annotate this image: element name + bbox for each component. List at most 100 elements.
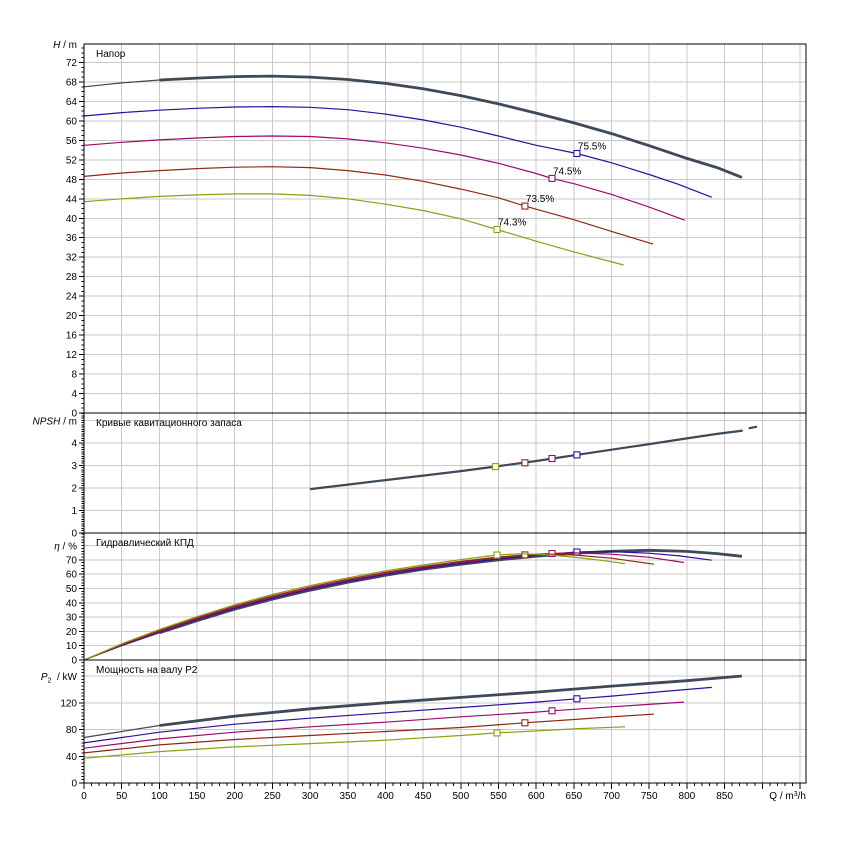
head-curve-trim-4: [83, 193, 624, 266]
x-tick-label: 500: [452, 791, 469, 802]
y-tick-label: 70: [66, 555, 78, 566]
x-axis: 0 50 100 150 200 250 300 350 400 450 500 550 600 650 7…: [81, 783, 806, 802]
x-axis-title: Q / m3/h: [769, 791, 806, 802]
panel-head: 75.5%74.5%73.5%74.3%04812162024283236404…: [53, 40, 807, 420]
axis-name-head: H / m: [53, 40, 77, 51]
y-tick-label: 1: [71, 506, 77, 517]
y-tick-label: 0: [71, 409, 77, 420]
y-tick-label: 28: [66, 272, 78, 283]
power-curve-trim-3: [83, 713, 654, 754]
axis-name-power: P2 / kW: [41, 672, 78, 685]
efficiency-curve-trim-1: [83, 550, 712, 661]
y-tick-label: 0: [71, 529, 77, 540]
y-tick-label: 3: [71, 461, 77, 472]
y-tick-label: 80: [66, 725, 78, 736]
y-tick-label: 20: [66, 627, 78, 638]
npsh-curve-npsh-curve: [309, 429, 743, 491]
x-tick-label: 100: [151, 791, 168, 802]
duty-point-marker-trim-2: [548, 549, 556, 558]
y-tick-label: 32: [66, 253, 78, 264]
y-tick-label: 44: [66, 194, 78, 205]
axis-name-efficiency: η / %: [54, 542, 77, 553]
power-curve-full-impeller-lead: [83, 724, 160, 739]
y-tick-label: 8: [71, 370, 77, 381]
y-tick-label: 20: [66, 311, 78, 322]
x-tick-label: 550: [490, 791, 507, 802]
y-tick-label: 24: [66, 292, 78, 303]
duty-point-marker-trim3: [521, 459, 529, 467]
x-tick-label: 200: [226, 791, 243, 802]
y-tick-label: 52: [66, 155, 78, 166]
duty-point-marker-trim-3: [521, 551, 529, 559]
head-curve-full-impeller-lead: [83, 79, 160, 88]
y-tick-label: 68: [66, 78, 78, 89]
y-tick-label: 4: [71, 389, 77, 400]
power-curve-trim-4: [83, 726, 626, 759]
panel-title-efficiency: Гидравлический КПД: [96, 538, 194, 549]
x-tick-label: 350: [339, 791, 356, 802]
y-tick-label: 50: [66, 584, 78, 595]
x-tick-label: 150: [189, 791, 206, 802]
y-tick-label: 0: [71, 779, 77, 790]
y-tick-label: 60: [66, 570, 78, 581]
panel-title-head: Напор: [96, 49, 126, 60]
x-tick-label: 700: [603, 791, 620, 802]
duty-point-marker-trim-2: [548, 174, 556, 182]
efficiency-label-trim-1: 75.5%: [578, 142, 606, 153]
duty-point-marker-trim-4: [493, 225, 501, 234]
duty-point-marker-trim-1: [573, 548, 581, 556]
power-curve-trim-1: [83, 686, 712, 744]
x-tick-label: 400: [377, 791, 394, 802]
x-tick-label: 450: [415, 791, 432, 802]
y-tick-label: 30: [66, 613, 78, 624]
panel-efficiency: 0 10 20 30 40 50 60 70 η / % Гидравлический КПД: [54, 532, 807, 667]
panel-border: [83, 659, 807, 784]
y-tick-label: 48: [66, 175, 78, 186]
duty-point-marker-trim-4: [493, 729, 501, 737]
y-tick-label: 12: [66, 350, 78, 361]
duty-point-marker-trim-1: [573, 149, 581, 158]
y-tick-label: 60: [66, 116, 78, 127]
x-tick-label: 0: [81, 791, 87, 802]
x-tick-label: 600: [528, 791, 545, 802]
head-curve-trim-2: [83, 135, 685, 221]
x-tick-label: 650: [566, 791, 583, 802]
head-curve-trim-1: [83, 105, 713, 198]
efficiency-label-trim-3: 73.5%: [526, 194, 554, 205]
duty-point-marker-trim-1: [573, 695, 581, 703]
head-curve-full-impeller: [159, 74, 743, 179]
duty-point-marker-trim-3: [521, 719, 529, 727]
duty-point-marker-trim1: [573, 451, 581, 459]
duty-point-marker-trim2: [548, 454, 556, 463]
panel-title-npsh: Кривые кавитационного запаса: [96, 418, 242, 429]
x-tick-label: 250: [264, 791, 281, 802]
y-tick-label: 120: [60, 698, 77, 709]
efficiency-curve-trim-2: [83, 552, 684, 661]
x-tick-label: 50: [116, 791, 128, 802]
panel-power: 0 40 80 120 P2 / kW Мощность на валу P2: [41, 659, 807, 790]
efficiency-label-trim-2: 74.5%: [553, 166, 581, 177]
head-curve-trim-3: [83, 166, 654, 245]
power-curve-trim-2: [83, 701, 684, 749]
duty-point-marker-trim4: [491, 463, 500, 471]
axis-name-npsh: NPSH / m: [33, 416, 77, 427]
panel-npsh: 0 1 2 3 4 NPSH / m Кривые кавитационного запас…: [33, 412, 807, 540]
panel-title-power: Мощность на валу P2: [96, 665, 198, 676]
x-tick-label: 300: [302, 791, 319, 802]
y-tick-label: 16: [66, 331, 78, 342]
y-tick-label: 40: [66, 214, 78, 225]
duty-point-marker-trim-3: [521, 202, 529, 210]
duty-point-marker-trim-4: [493, 551, 501, 559]
efficiency-curve-full-impeller: [158, 548, 743, 635]
x-tick-label: 750: [641, 791, 658, 802]
y-tick-label: 10: [66, 641, 78, 652]
efficiency-curve-trim-4: [83, 553, 626, 661]
y-tick-label: 36: [66, 233, 78, 244]
efficiency-curve-trim-3: [83, 553, 654, 661]
power-curve-full-impeller: [159, 674, 743, 727]
y-tick-label: 64: [66, 97, 78, 108]
y-tick-label: 2: [71, 484, 77, 495]
y-tick-label: 4: [71, 438, 77, 449]
efficiency-label-trim-4: 74.3%: [498, 218, 526, 229]
